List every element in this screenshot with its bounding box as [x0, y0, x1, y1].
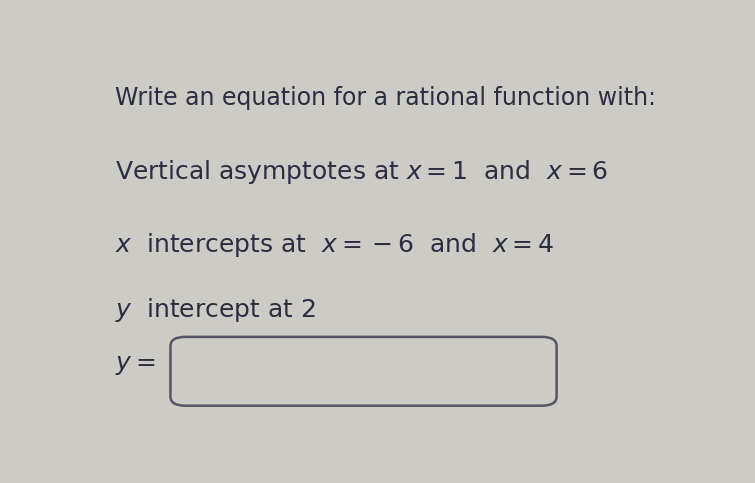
Text: $x$  intercepts at  $x = -6$  and  $x = 4$: $x$ intercepts at $x = -6$ and $x = 4$ — [115, 231, 554, 259]
FancyBboxPatch shape — [171, 337, 556, 406]
Text: Vertical asymptotes at $x = 1$  and  $x = 6$: Vertical asymptotes at $x = 1$ and $x = … — [115, 158, 608, 186]
Text: $y =$: $y =$ — [115, 353, 156, 377]
Text: $y$  intercept at 2: $y$ intercept at 2 — [115, 296, 316, 324]
Text: Write an equation for a rational function with:: Write an equation for a rational functio… — [115, 86, 656, 110]
